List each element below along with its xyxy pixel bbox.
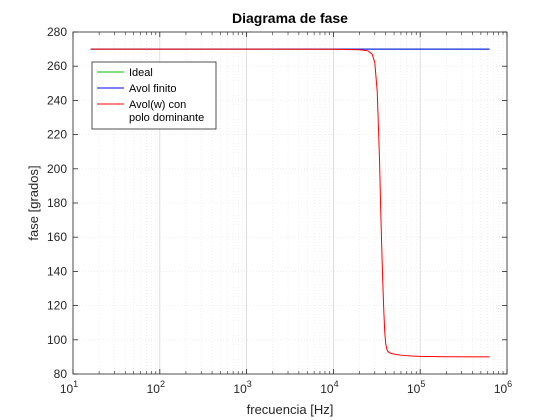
x-tick-label: 106 <box>494 379 512 396</box>
y-tick-label: 100 <box>47 333 67 347</box>
y-tick-label: 80 <box>54 367 68 381</box>
y-tick-label: 180 <box>47 196 67 210</box>
legend: Ideal Avol finito Avol(w) con polo dominant… <box>91 61 217 130</box>
x-tick-label: 105 <box>407 379 425 396</box>
legend-label-2: Avol finito <box>129 83 177 95</box>
legend-box <box>91 61 217 130</box>
series-line-3 <box>90 48 490 358</box>
y-axis-title: fase [grados] <box>26 165 41 240</box>
x-tick-label: 101 <box>60 379 78 396</box>
x-axis-title: frecuencia [Hz] <box>247 402 334 417</box>
legend-label-1: Ideal <box>129 67 153 79</box>
ticks: 101 102 103 104 105 106 80 100 120 140 160 180 200 22… <box>47 25 512 396</box>
y-tick-label: 220 <box>47 128 67 142</box>
chart-title: Diagrama de fase <box>232 10 348 26</box>
y-tick-label: 200 <box>47 162 67 176</box>
series-layer <box>90 48 490 358</box>
y-tick-label: 280 <box>47 25 67 39</box>
legend-label-3: Avol(w) con polo dominante <box>129 99 204 124</box>
x-tick-label: 103 <box>233 379 251 396</box>
x-tick-label: 102 <box>147 379 165 396</box>
y-tick-label: 240 <box>47 93 67 107</box>
y-tick-label: 140 <box>47 264 67 278</box>
y-tick-label: 160 <box>47 230 67 244</box>
y-tick-label: 120 <box>47 299 67 313</box>
x-tick-label: 104 <box>320 379 338 396</box>
y-tick-label: 260 <box>47 59 67 73</box>
